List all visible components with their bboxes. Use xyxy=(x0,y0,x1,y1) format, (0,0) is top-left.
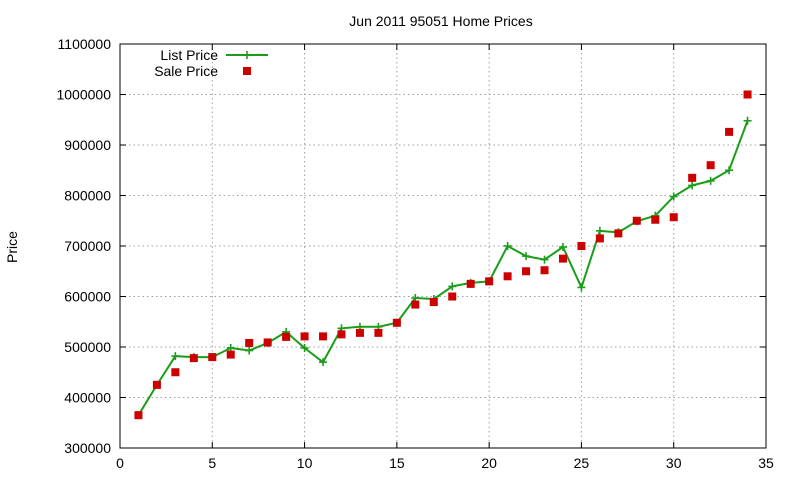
y-tick-label: 600000 xyxy=(64,289,111,305)
list-price-point xyxy=(743,116,752,125)
sale-price-point xyxy=(392,318,401,327)
list-price-point xyxy=(577,283,586,292)
legend-label: List Price xyxy=(160,47,218,63)
legend-item-list-price: List Price xyxy=(160,47,268,63)
sale-price-point xyxy=(540,266,549,275)
y-tick-label: 1000000 xyxy=(56,87,111,103)
sale-price-point xyxy=(429,298,438,307)
list-price-point xyxy=(669,192,678,201)
legend-item-sale-price: Sale Price xyxy=(154,63,251,79)
sale-price-point xyxy=(226,350,235,359)
sale-price-point xyxy=(485,277,494,286)
sale-price-point xyxy=(595,234,604,243)
sale-price-point xyxy=(651,215,660,224)
sale-price-point xyxy=(355,328,364,337)
x-tick-label: 5 xyxy=(208,455,216,471)
list-price-point xyxy=(245,346,254,355)
list-price-point xyxy=(725,166,734,175)
y-tick-label: 1100000 xyxy=(58,36,112,52)
list-price-point xyxy=(688,181,697,190)
y-tick-label: 800000 xyxy=(64,188,111,204)
sale-price-point xyxy=(466,279,475,288)
series-sale-price xyxy=(134,90,752,420)
x-tick-label: 0 xyxy=(116,455,124,471)
list-price-point xyxy=(319,358,328,367)
list-price-point xyxy=(448,282,457,291)
sale-price-point xyxy=(300,332,309,341)
y-tick-label: 500000 xyxy=(64,339,111,355)
legend-label: Sale Price xyxy=(154,63,218,79)
x-tick-label: 25 xyxy=(574,455,590,471)
y-tick-label: 300000 xyxy=(64,440,111,456)
sale-price-point xyxy=(558,254,567,263)
list-price-point xyxy=(522,252,531,261)
sale-price-point xyxy=(208,353,217,362)
x-tick-label: 20 xyxy=(481,455,497,471)
sale-price-point xyxy=(688,173,697,182)
sale-price-point xyxy=(263,338,272,347)
sale-price-point xyxy=(171,368,180,377)
y-tick-label: 700000 xyxy=(64,238,111,254)
sale-price-point xyxy=(725,127,734,136)
list-price-point xyxy=(300,344,309,353)
sale-price-point xyxy=(282,332,291,341)
sale-price-point xyxy=(319,332,328,341)
sale-price-point xyxy=(448,292,457,301)
sale-price-point xyxy=(503,272,512,281)
sale-price-point xyxy=(152,380,161,389)
sale-price-point xyxy=(245,338,254,347)
sale-price-point xyxy=(189,354,198,363)
list-price-line xyxy=(137,120,749,416)
y-axis-label: Price xyxy=(4,231,20,263)
list-price-point xyxy=(595,226,604,235)
list-price-point xyxy=(540,255,549,264)
grid xyxy=(120,44,766,448)
x-tick-label: 30 xyxy=(666,455,682,471)
x-tick-label: 35 xyxy=(758,455,774,471)
sale-price-point xyxy=(134,411,143,420)
x-tick-label: 10 xyxy=(297,455,313,471)
y-tick-label: 400000 xyxy=(64,390,111,406)
chart-title: Jun 2011 95051 Home Prices xyxy=(349,13,532,29)
list-price-point xyxy=(171,352,180,361)
list-price-point xyxy=(558,243,567,252)
legend-marker xyxy=(243,51,251,59)
x-tick-label: 15 xyxy=(389,455,405,471)
sale-price-point xyxy=(411,300,420,309)
sale-price-point xyxy=(522,267,531,276)
series-group xyxy=(134,90,752,420)
y-tick-label: 900000 xyxy=(64,137,111,153)
sale-price-point xyxy=(337,330,346,339)
list-price-point xyxy=(706,176,715,185)
sale-price-point xyxy=(743,90,752,99)
sale-price-point xyxy=(632,216,641,225)
sale-price-point xyxy=(577,242,586,250)
list-price-point xyxy=(503,242,512,250)
legend-marker xyxy=(243,67,251,75)
axis-ticks: 0 5 10 15 20 25 30 35 300000 400000 500000 600000 70… xyxy=(56,36,774,471)
sale-price-point xyxy=(374,328,383,337)
sale-price-point xyxy=(706,161,715,170)
sale-price-point xyxy=(614,229,623,238)
series-list-price xyxy=(134,116,752,420)
sale-price-point xyxy=(669,213,678,222)
